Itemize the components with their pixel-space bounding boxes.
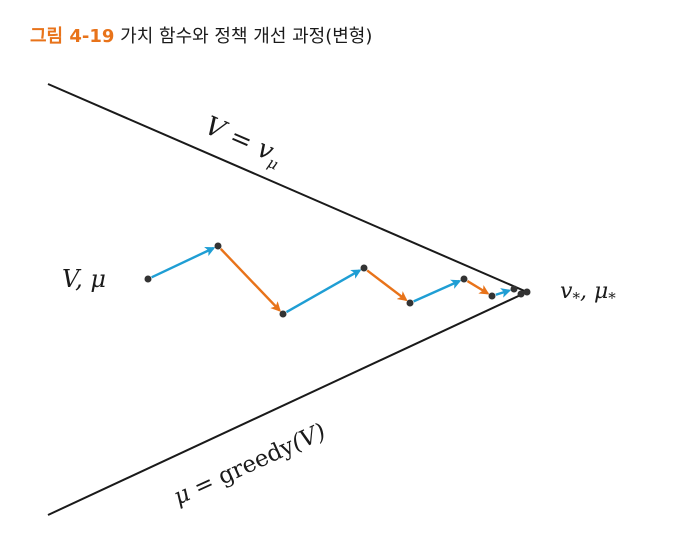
upper-line-text: V = v <box>200 111 278 167</box>
optimal-point <box>523 288 531 296</box>
path-point <box>517 290 525 298</box>
evaluation-arrow-2 <box>285 269 362 314</box>
improvement-arrow-2 <box>366 269 408 302</box>
point-group <box>144 242 531 318</box>
optimal-v-subscript: * <box>572 289 580 307</box>
start-label: V, μ <box>62 265 106 293</box>
path-point <box>214 242 222 250</box>
start-point <box>144 275 152 283</box>
evaluation-arrow-1 <box>151 247 216 279</box>
arrow-group <box>151 247 512 314</box>
optimal-mu: μ <box>594 279 608 304</box>
evaluation-arrow-4 <box>495 288 512 298</box>
path-point <box>510 285 518 293</box>
path-point <box>406 299 414 307</box>
upper-line-label: V = vμ <box>199 111 287 174</box>
path-point <box>460 275 468 283</box>
path-point <box>360 264 368 272</box>
optimal-separator: , <box>580 279 594 304</box>
svg-text:μ = greedy(V): μ = greedy(V) <box>170 419 330 511</box>
improvement-arrow-3 <box>466 280 490 295</box>
improvement-arrow-1 <box>219 248 281 312</box>
lower-line <box>47 291 528 516</box>
path-point <box>279 310 287 318</box>
path-point <box>488 292 496 300</box>
figure-caption: 그림 4-19 가치 함수와 정책 개선 과정(변형) <box>30 22 372 48</box>
start-label-text: V, μ <box>62 265 106 293</box>
optimal-v: v <box>560 279 573 304</box>
figure-label: 그림 4-19 <box>30 26 115 47</box>
figure-title: 가치 함수와 정책 개선 과정(변형) <box>120 26 373 47</box>
lower-line-function: greedy <box>214 433 298 490</box>
lower-line-label: μ = greedy(V) <box>170 419 330 511</box>
evaluation-arrow-3 <box>413 279 462 303</box>
optimal-mu-subscript: * <box>608 289 616 307</box>
upper-line <box>47 83 528 293</box>
svg-text:V = vμ: V = vμ <box>199 111 287 174</box>
optimal-label: v*, μ* <box>560 279 616 307</box>
